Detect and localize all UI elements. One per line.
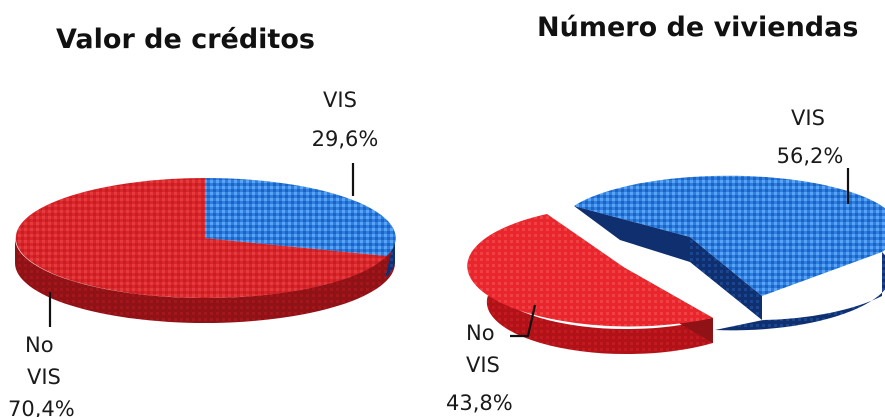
pie1-side-no-vis <box>15 238 395 323</box>
pie1-label-no: No <box>25 333 54 357</box>
chart-title-valor-creditos: Valor de créditos <box>56 24 315 55</box>
pie1-value-no-vis: 70,4% <box>8 397 75 417</box>
pie1-side-vis <box>385 238 396 278</box>
pie2-leader-no-vis <box>510 304 537 338</box>
pie2-side-vis <box>715 252 885 331</box>
pie1-label-vis: VIS <box>323 88 357 112</box>
pie2-value-vis: 56,2% <box>777 144 844 168</box>
pie2-value-no-vis: 43,8% <box>446 391 513 415</box>
pie-valor-creditos <box>15 177 396 323</box>
pie2-inner-wall-vis <box>574 206 690 262</box>
pie2-side-no-vis <box>486 255 713 355</box>
pie-numero-viviendas <box>467 175 885 355</box>
pie2-label-no: No <box>466 321 495 345</box>
pie1-value-vis: 29,6% <box>312 127 379 151</box>
pie2-slice-no-vis <box>467 214 713 327</box>
pie1-slice-no-vis <box>15 178 387 298</box>
pie2-slice-vis <box>574 175 885 296</box>
pie2-label-vis-line2: VIS <box>466 353 500 377</box>
pie1-slice-vis <box>205 177 396 256</box>
pie2-label-vis: VIS <box>791 106 825 130</box>
chart-title-numero-viviendas: Número de viviendas <box>537 12 859 43</box>
pie1-label-vis-line2: VIS <box>27 365 61 389</box>
pie2-cut-wall-vis <box>690 237 762 320</box>
